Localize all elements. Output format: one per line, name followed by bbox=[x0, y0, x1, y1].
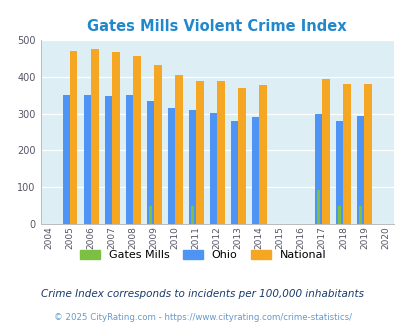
Bar bbox=[167, 108, 175, 224]
Bar bbox=[259, 85, 266, 224]
Bar bbox=[314, 114, 322, 224]
Bar bbox=[175, 75, 182, 224]
Text: Crime Index corresponds to incidents per 100,000 inhabitants: Crime Index corresponds to incidents per… bbox=[41, 289, 364, 299]
Bar bbox=[358, 206, 361, 224]
Bar bbox=[83, 95, 91, 224]
Bar bbox=[251, 117, 258, 224]
Bar bbox=[316, 190, 319, 224]
Bar bbox=[335, 120, 342, 224]
Bar bbox=[190, 206, 194, 224]
Text: © 2025 CityRating.com - https://www.cityrating.com/crime-statistics/: © 2025 CityRating.com - https://www.city… bbox=[54, 313, 351, 322]
Bar bbox=[356, 116, 363, 224]
Title: Gates Mills Violent Crime Index: Gates Mills Violent Crime Index bbox=[87, 19, 346, 34]
Bar bbox=[217, 82, 224, 224]
Bar bbox=[364, 84, 371, 224]
Bar bbox=[343, 84, 350, 224]
Bar bbox=[230, 121, 238, 224]
Bar bbox=[70, 51, 77, 224]
Bar bbox=[133, 56, 140, 224]
Bar bbox=[322, 79, 329, 224]
Bar bbox=[337, 206, 340, 224]
Bar bbox=[62, 95, 70, 224]
Bar bbox=[125, 95, 133, 224]
Bar bbox=[146, 101, 153, 224]
Bar bbox=[148, 206, 151, 224]
Bar bbox=[104, 96, 112, 224]
Bar bbox=[112, 52, 119, 224]
Bar bbox=[196, 82, 203, 224]
Bar bbox=[238, 88, 245, 224]
Bar bbox=[188, 110, 196, 224]
Legend: Gates Mills, Ohio, National: Gates Mills, Ohio, National bbox=[76, 246, 329, 263]
Bar bbox=[154, 65, 161, 224]
Bar bbox=[209, 113, 217, 224]
Bar bbox=[91, 49, 98, 224]
